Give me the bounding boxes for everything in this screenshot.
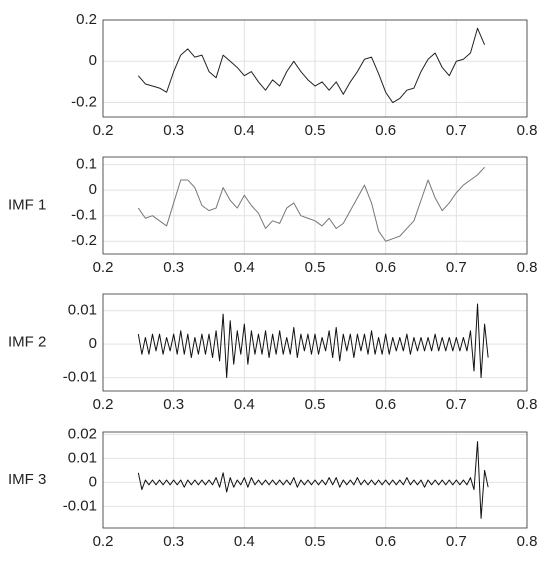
x-tick-label: 0.3 bbox=[163, 533, 184, 550]
y-tick-label: 0.02 bbox=[68, 425, 97, 442]
signal-line bbox=[137, 27, 486, 104]
x-tick-label: 0.2 bbox=[93, 259, 114, 276]
y-tick-label: 0.2 bbox=[76, 11, 97, 28]
y-tick-label: 0.01 bbox=[68, 302, 97, 319]
axes-box bbox=[102, 156, 528, 255]
axes-box bbox=[102, 19, 528, 118]
x-tick-label: 0.4 bbox=[234, 259, 255, 276]
y-tick-label: 0 bbox=[89, 181, 97, 198]
x-tick-label: 0.3 bbox=[163, 396, 184, 413]
y-tick-label: -0.1 bbox=[71, 207, 97, 224]
x-tick-label: 0.5 bbox=[305, 396, 326, 413]
x-tick-label: 0.4 bbox=[234, 533, 255, 550]
x-tick-label: 0.6 bbox=[375, 533, 396, 550]
x-tick-label: 0.5 bbox=[305, 533, 326, 550]
x-tick-label: 0.6 bbox=[375, 396, 396, 413]
y-tick-label: 0.1 bbox=[76, 156, 97, 173]
axes-box bbox=[102, 293, 528, 392]
x-tick-label: 0.5 bbox=[305, 122, 326, 139]
x-tick-label: 0.4 bbox=[234, 396, 255, 413]
signal-line bbox=[137, 441, 489, 519]
x-tick-label: 0.8 bbox=[517, 396, 538, 413]
y-tick-label: 0 bbox=[89, 335, 97, 352]
y-axis-label: IMF 2 bbox=[8, 333, 46, 350]
y-axis-label: IMF 1 bbox=[8, 196, 46, 213]
y-tick-label: -0.2 bbox=[71, 232, 97, 249]
x-tick-label: 0.5 bbox=[305, 259, 326, 276]
y-tick-label: 0.01 bbox=[68, 449, 97, 466]
x-tick-label: 0.6 bbox=[375, 259, 396, 276]
x-tick-label: 0.7 bbox=[446, 396, 467, 413]
y-axis-label: IMF 3 bbox=[8, 471, 46, 488]
x-tick-label: 0.7 bbox=[446, 533, 467, 550]
y-tick-label: 0 bbox=[89, 473, 97, 490]
x-tick-label: 0.8 bbox=[517, 259, 538, 276]
x-tick-label: 0.2 bbox=[93, 396, 114, 413]
x-tick-label: 0.4 bbox=[234, 122, 255, 139]
x-tick-label: 0.8 bbox=[517, 533, 538, 550]
y-tick-label: -0.01 bbox=[63, 369, 97, 386]
x-tick-label: 0.3 bbox=[163, 122, 184, 139]
y-tick-label: -0.2 bbox=[71, 94, 97, 111]
x-tick-label: 0.7 bbox=[446, 122, 467, 139]
x-tick-label: 0.2 bbox=[93, 122, 114, 139]
y-tick-label: 0 bbox=[89, 52, 97, 69]
x-tick-label: 0.2 bbox=[93, 533, 114, 550]
x-tick-label: 0.3 bbox=[163, 259, 184, 276]
signal-line bbox=[137, 303, 489, 379]
axes-box bbox=[102, 431, 528, 529]
x-tick-label: 0.7 bbox=[446, 259, 467, 276]
x-tick-label: 0.6 bbox=[375, 122, 396, 139]
signal-line bbox=[137, 166, 485, 242]
x-tick-label: 0.8 bbox=[517, 122, 538, 139]
y-tick-label: -0.01 bbox=[63, 497, 97, 514]
